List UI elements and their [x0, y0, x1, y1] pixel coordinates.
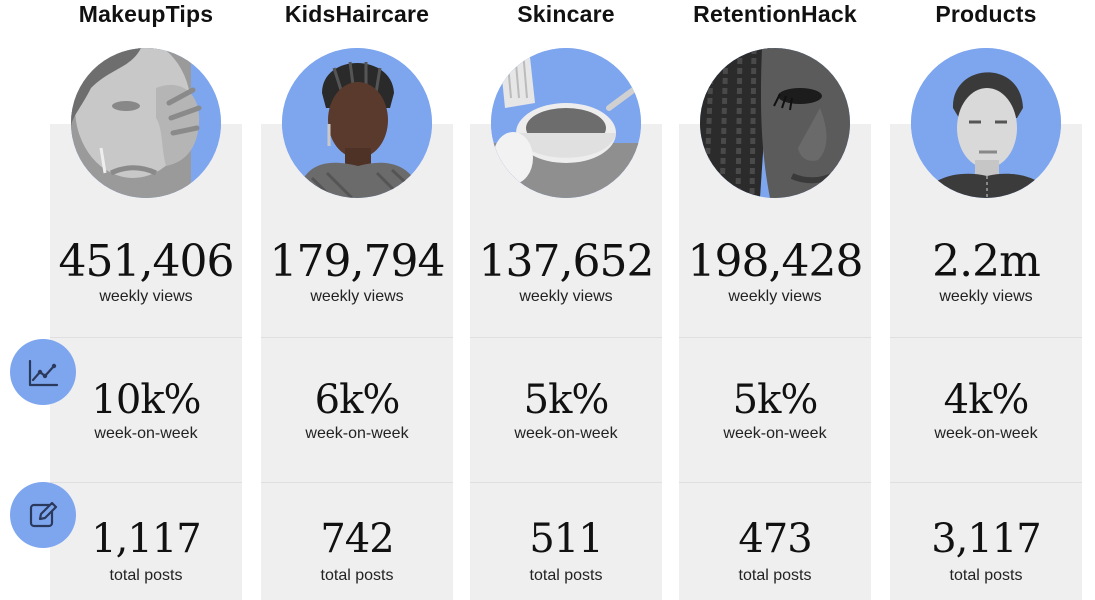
week-on-week-label: week-on-week: [94, 425, 198, 442]
week-on-week-label: week-on-week: [305, 425, 409, 442]
row-divider: [470, 337, 662, 338]
week-on-week-label: week-on-week: [934, 425, 1038, 442]
week-on-week-value: 6k%: [314, 377, 401, 423]
week-on-week-label: week-on-week: [514, 425, 618, 442]
skincare-bowl-brush-photo: [491, 48, 641, 198]
row-divider: [470, 482, 662, 483]
braided-hair-model-photo: [282, 48, 432, 198]
column-title: MakeupTips: [78, 1, 214, 27]
column-title: Skincare: [517, 1, 615, 27]
week-on-week-value: 5k%: [523, 377, 610, 423]
row-divider: [50, 337, 242, 338]
model-portrait-photo: [911, 48, 1061, 198]
edit-icon: [10, 482, 76, 548]
week-on-week-value: 5k%: [732, 377, 819, 423]
total-posts-value: 3,117: [931, 516, 1042, 562]
weekly-views-label: weekly views: [519, 288, 613, 305]
weekly-views-label: weekly views: [728, 288, 822, 305]
weekly-views-value: 137,652: [478, 236, 655, 287]
braids-closeup-photo: [700, 48, 850, 198]
woman-touching-nose-photo: [71, 48, 221, 198]
week-on-week-value: 4k%: [943, 377, 1030, 423]
week-on-week-value: 10k%: [91, 377, 201, 423]
total-posts-label: total posts: [949, 567, 1023, 584]
week-on-week-label: week-on-week: [723, 425, 827, 442]
column-panel: [261, 124, 453, 600]
column-panel: [890, 124, 1082, 600]
row-divider: [50, 482, 242, 483]
row-divider: [890, 337, 1082, 338]
column-title: KidsHaircare: [284, 1, 430, 27]
row-divider: [679, 337, 871, 338]
weekly-views-value: 179,794: [269, 236, 446, 287]
weekly-views-label: weekly views: [939, 288, 1033, 305]
total-posts-label: total posts: [529, 567, 603, 584]
weekly-views-value: 2.2m: [932, 236, 1041, 287]
column-title: Products: [935, 1, 1037, 27]
column-title: RetentionHack: [693, 1, 857, 27]
row-divider: [261, 337, 453, 338]
total-posts-label: total posts: [738, 567, 812, 584]
weekly-views-value: 198,428: [687, 236, 864, 287]
total-posts-value: 473: [738, 516, 812, 562]
column-panel: [679, 124, 871, 600]
column-panel: [470, 124, 662, 600]
column-panel: [50, 124, 242, 600]
column-makeuptips: MakeupTips 451,406 weekly views 10k% wee…: [50, 0, 242, 600]
weekly-views-value: 451,406: [58, 236, 235, 287]
total-posts-value: 742: [320, 516, 394, 562]
row-divider: [261, 482, 453, 483]
total-posts-label: total posts: [109, 567, 183, 584]
column-retentionhack: RetentionHack 198,428 weekly views 5k% w…: [679, 0, 871, 600]
total-posts-value: 1,117: [91, 516, 202, 562]
weekly-views-label: weekly views: [99, 288, 193, 305]
row-divider: [890, 482, 1082, 483]
row-divider: [679, 482, 871, 483]
column-skincare: Skincare 137,652 weekly views 5k% week-o…: [470, 0, 662, 600]
column-kidshaircare: KidsHaircare 179,794 weekly views 6k% we…: [261, 0, 453, 600]
weekly-views-label: weekly views: [310, 288, 404, 305]
total-posts-label: total posts: [320, 567, 394, 584]
line-chart-icon: [10, 339, 76, 405]
column-products: Products 2.2m weekly views 4k% week-on-w…: [890, 0, 1082, 600]
total-posts-value: 511: [529, 516, 603, 562]
